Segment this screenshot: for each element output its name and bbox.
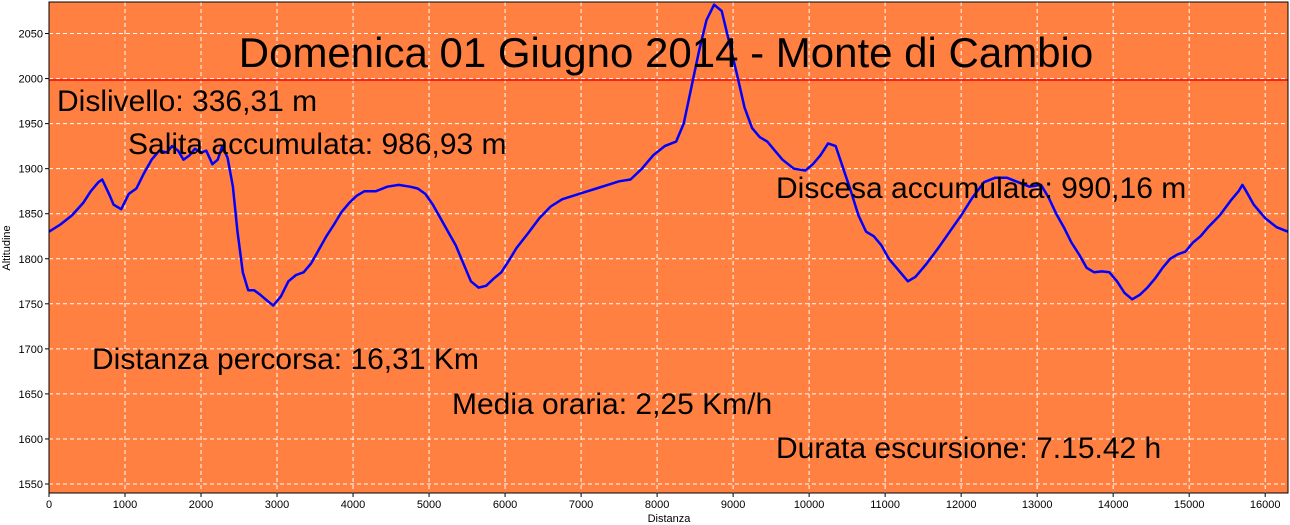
annotation-media: Media oraria: 2,25 Km/h xyxy=(452,388,772,421)
plot-frame xyxy=(48,1,1289,494)
x-tick-label: 11000 xyxy=(870,499,900,511)
y-tick-label: 1850 xyxy=(19,209,43,221)
elevation-line xyxy=(48,3,1289,307)
chart-title: Domenica 01 Giugno 2014 - Monte di Cambi… xyxy=(239,29,1093,76)
x-tick-label: 13000 xyxy=(1022,499,1053,511)
y-axis-label: Altitudine xyxy=(1,225,13,270)
grid-horizontal xyxy=(49,33,1288,485)
y-axis-ticks: 1550 1600 1650 1700 1750 1800 1850 1900 1950 2000… xyxy=(19,29,49,491)
x-tick-label: 4000 xyxy=(341,499,365,511)
y-tick-label: 2050 xyxy=(19,29,43,41)
x-tick-label: 10000 xyxy=(794,499,825,511)
y-tick-label: 1800 xyxy=(19,254,43,266)
x-tick-label: 15000 xyxy=(1174,499,1205,511)
plot-area xyxy=(49,2,1288,493)
annotation-discesa: Discesa accumulata: 990,16 m xyxy=(776,172,1186,205)
x-tick-label: 12000 xyxy=(946,499,977,511)
annotation-durata: Durata escursione: 7.15.42 h xyxy=(776,432,1161,465)
x-tick-label: 1000 xyxy=(113,499,137,511)
x-tick-label: 14000 xyxy=(1098,499,1129,511)
x-tick-label: 3000 xyxy=(265,499,289,511)
y-tick-label: 1550 xyxy=(19,479,43,491)
annotation-distanza: Distanza percorsa: 16,31 Km xyxy=(92,343,479,376)
x-axis-ticks: 0 1000 2000 3000 4000 5000 6000 7000 8000 9000 100… xyxy=(46,493,1281,511)
y-tick-label: 1750 xyxy=(19,299,43,311)
x-tick-label: 7000 xyxy=(569,499,593,511)
x-tick-label: 16000 xyxy=(1250,499,1281,511)
y-tick-label: 2000 xyxy=(19,74,43,86)
x-axis-label: Distanza xyxy=(648,513,692,525)
y-tick-label: 1950 xyxy=(19,119,43,131)
y-tick-label: 1900 xyxy=(19,164,43,176)
y-tick-label: 1600 xyxy=(19,434,43,446)
x-tick-label: 6000 xyxy=(493,499,517,511)
y-tick-label: 1650 xyxy=(19,389,43,401)
x-tick-label: 8000 xyxy=(645,499,669,511)
x-tick-label: 9000 xyxy=(721,499,745,511)
annotation-salita: Salita accumulata: 986,93 m xyxy=(128,128,507,161)
x-tick-label: 2000 xyxy=(189,499,213,511)
annotation-dislivello: Dislivello: 336,31 m xyxy=(57,85,317,118)
x-tick-label: 0 xyxy=(46,499,52,511)
x-tick-label: 5000 xyxy=(417,499,441,511)
y-tick-label: 1700 xyxy=(19,344,43,356)
